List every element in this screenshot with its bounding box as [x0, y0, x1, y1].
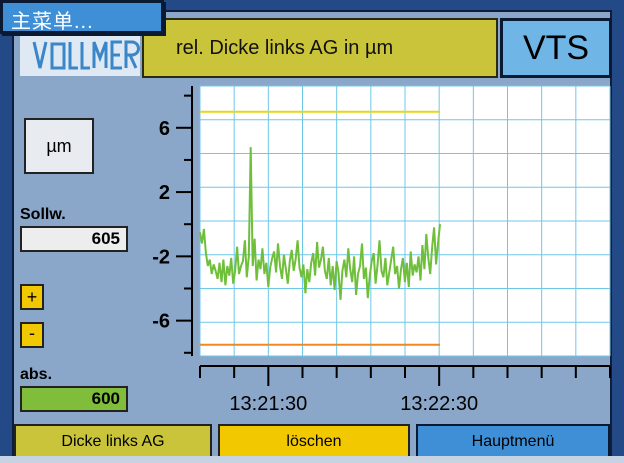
main-menu-button[interactable]: Hauptmenü: [416, 424, 610, 460]
x-tick-label: 13:22:30: [400, 393, 478, 415]
setpoint-field[interactable]: 605: [20, 226, 128, 252]
taskbar-strip: [0, 456, 624, 463]
increment-button[interactable]: +: [20, 284, 44, 310]
x-tick-label: 13:21:30: [229, 393, 307, 415]
y-tick-label: -6: [152, 311, 170, 333]
absolute-value-field: 600: [20, 386, 128, 412]
absolute-label: abs.: [20, 366, 53, 383]
y-tick-label: 6: [159, 118, 170, 140]
dicke-links-button[interactable]: Dicke links AG: [14, 424, 212, 460]
y-tick-label: 2: [159, 182, 170, 204]
setpoint-label: Sollw.: [20, 206, 66, 223]
decrement-button[interactable]: -: [20, 322, 44, 348]
main-menu-tab[interactable]: 主菜单...: [0, 0, 164, 34]
page-title: rel. Dicke links AG in µm: [142, 18, 498, 78]
unit-button[interactable]: µm: [24, 118, 94, 174]
y-tick-label: -2: [152, 246, 170, 268]
clear-button[interactable]: löschen: [218, 424, 410, 460]
vts-badge[interactable]: VTS: [500, 18, 612, 78]
thickness-series-line: [199, 147, 441, 300]
